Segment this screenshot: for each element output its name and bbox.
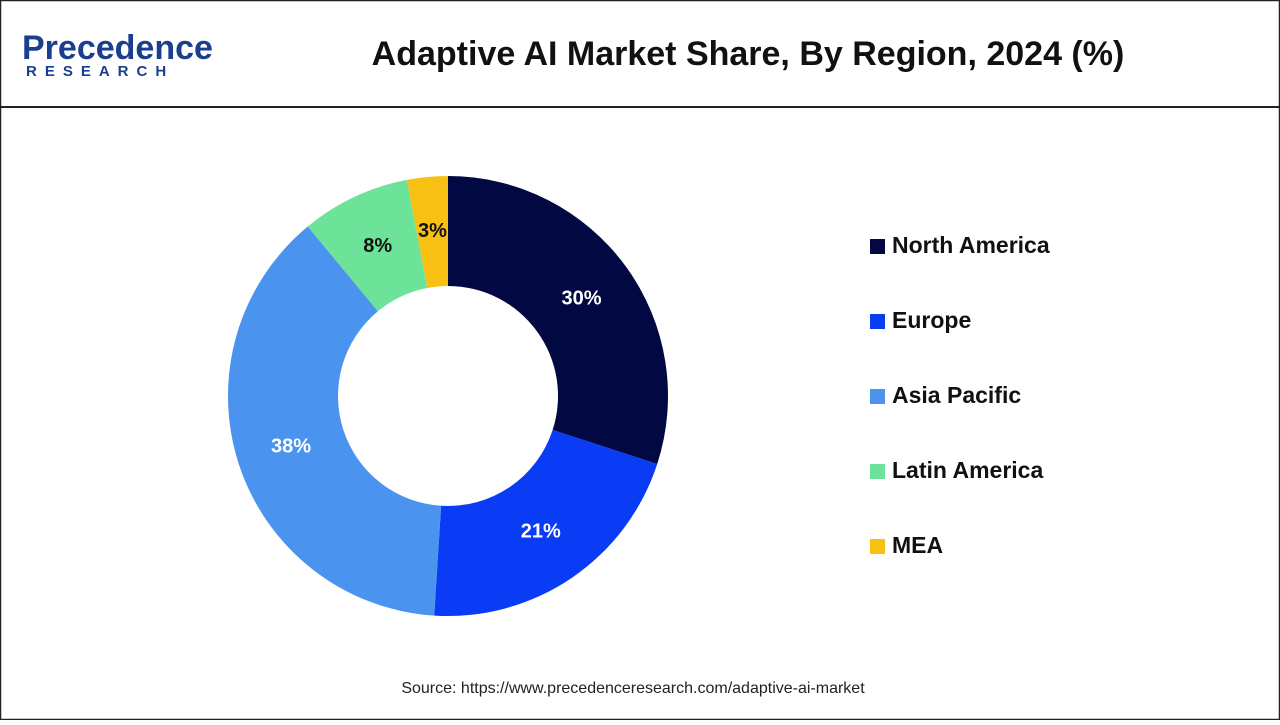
data-label: 30% bbox=[561, 287, 601, 309]
chart-title: Adaptive AI Market Share, By Region, 202… bbox=[372, 35, 1125, 73]
legend-label: Europe bbox=[892, 307, 971, 333]
legend-swatch bbox=[870, 389, 885, 404]
legend-label: Asia Pacific bbox=[892, 382, 1021, 408]
legend-label: MEA bbox=[892, 532, 943, 558]
donut-slice bbox=[448, 176, 668, 464]
legend-label: Latin America bbox=[892, 457, 1043, 483]
logo-name: Precedence bbox=[22, 29, 213, 67]
donut-slice bbox=[434, 429, 658, 616]
logo-sub: RESEARCH bbox=[26, 63, 174, 80]
legend-label: North America bbox=[892, 232, 1050, 258]
legend-swatch bbox=[870, 464, 885, 479]
donut-slice bbox=[228, 226, 442, 616]
data-label: 3% bbox=[418, 220, 447, 242]
donut-slice bbox=[307, 179, 428, 312]
data-label: 38% bbox=[271, 435, 311, 457]
legend-swatch bbox=[870, 539, 885, 554]
legend-swatch bbox=[870, 239, 885, 254]
data-label: 8% bbox=[363, 235, 392, 257]
donut-slice bbox=[406, 176, 448, 288]
source: Source: https://www.precedenceresearch.c… bbox=[401, 680, 865, 697]
data-label: 21% bbox=[521, 521, 561, 543]
legend-swatch bbox=[870, 314, 885, 329]
